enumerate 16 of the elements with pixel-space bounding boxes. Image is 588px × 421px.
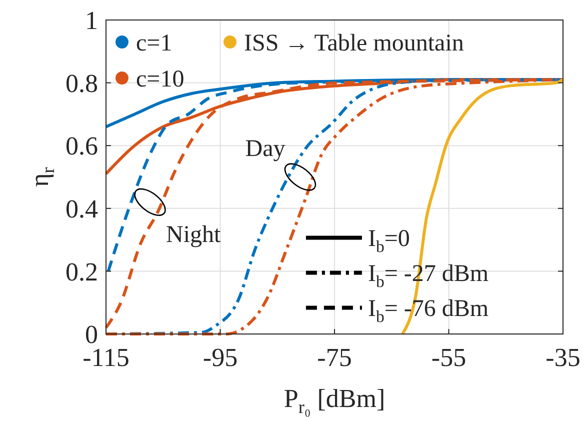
y-tick-label: 1 xyxy=(85,6,98,36)
annotation: I$_{b}$=0 xyxy=(368,226,410,256)
legend-label: ISS → Table mountain xyxy=(244,30,464,56)
y-tick-label: 0.6 xyxy=(66,132,98,161)
x-tick-label: -75 xyxy=(317,343,352,372)
legend-label: c=10 xyxy=(136,66,184,92)
legend-label: c=1 xyxy=(136,30,172,56)
x-tick-label: -35 xyxy=(546,343,580,372)
x-axis-title: P$_{r₀}$ [dBm] xyxy=(284,384,386,418)
annotation: Night xyxy=(166,222,221,248)
annotation: Day xyxy=(245,136,286,162)
y-tick-label: 0.4 xyxy=(66,194,98,224)
y-tick-label: 0.8 xyxy=(66,68,98,98)
x-tick-label: -95 xyxy=(202,343,238,372)
x-tick-label: -55 xyxy=(431,343,466,372)
y-tick-label: 0.2 xyxy=(66,257,98,286)
